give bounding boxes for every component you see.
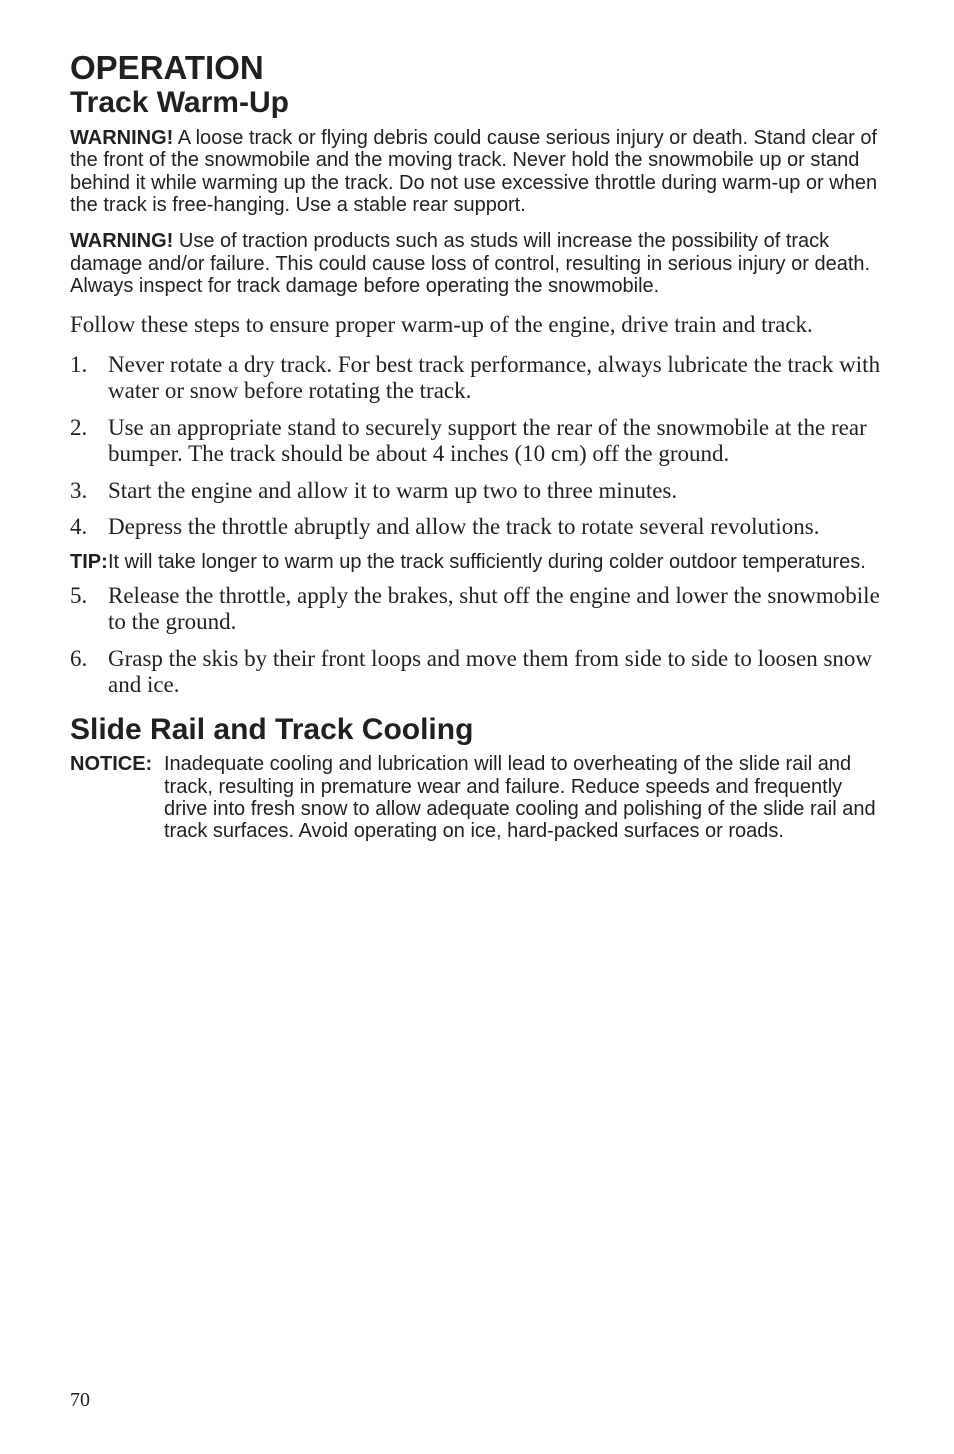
intro-text: Follow these steps to ensure proper warm… [70,312,884,338]
section-subtitle: Track Warm-Up [70,86,884,121]
tip-block: TIP: It will take longer to warm up the … [70,551,884,573]
warning-label: WARNING! [70,127,173,149]
notice-text: Inadequate cooling and lubrication will … [164,753,876,842]
step-list-continued: Release the throttle, apply the brakes, … [70,583,884,699]
step-item: Use an appropriate stand to securely sup… [70,415,884,468]
notice-label: NOTICE: [70,753,152,775]
step-list: Never rotate a dry track. For best track… [70,352,884,541]
section-heading: OPERATION [70,50,884,86]
step-item: Never rotate a dry track. For best track… [70,352,884,405]
warning-text: A loose track or flying debris could cau… [70,127,877,216]
manual-page: OPERATION Track Warm-Up WARNING! A loose… [0,0,954,1454]
warning-text: Use of traction products such as studs w… [70,230,870,297]
tip-label: TIP: [70,551,108,573]
tip-text: It will take longer to warm up the track… [108,551,866,573]
step-item: Start the engine and allow it to warm up… [70,478,884,504]
step-item: Depress the throttle abruptly and allow … [70,514,884,540]
section-subtitle-2: Slide Rail and Track Cooling [70,713,884,748]
step-item: Grasp the skis by their front loops and … [70,646,884,699]
warning-paragraph-2: WARNING! Use of traction products such a… [70,230,884,297]
notice-block: NOTICE: Inadequate cooling and lubricati… [70,753,884,843]
page-number: 70 [70,1389,90,1412]
warning-paragraph-1: WARNING! A loose track or flying debris … [70,127,884,217]
step-item: Release the throttle, apply the brakes, … [70,583,884,636]
warning-label: WARNING! [70,230,173,252]
